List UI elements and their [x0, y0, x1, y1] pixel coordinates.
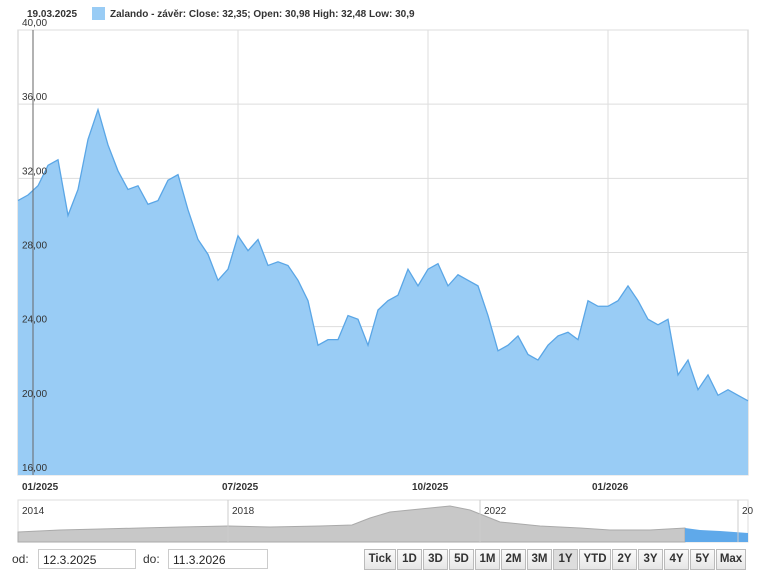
- range-button[interactable]: 3M: [527, 549, 552, 570]
- x-tick-label: 01/2026: [592, 482, 629, 493]
- navigator-selection[interactable]: [685, 528, 748, 542]
- x-tick-label: 10/2025: [412, 482, 449, 493]
- x-tick-label: 01/2025: [22, 482, 59, 493]
- y-tick-label: 36,00: [22, 92, 47, 103]
- range-button[interactable]: 1M: [475, 549, 500, 570]
- range-button[interactable]: 4Y: [664, 549, 689, 570]
- range-button[interactable]: 3Y: [638, 549, 663, 570]
- range-button[interactable]: 2M: [501, 549, 526, 570]
- navigator-history: [17, 505, 686, 543]
- range-button[interactable]: Tick: [364, 549, 396, 570]
- range-button[interactable]: 1D: [397, 549, 422, 570]
- range-button[interactable]: 5Y: [690, 549, 715, 570]
- from-label: od:: [12, 552, 29, 566]
- range-button[interactable]: YTD: [579, 549, 611, 570]
- y-tick-label: 16,00: [22, 463, 47, 474]
- range-button[interactable]: Max: [716, 549, 746, 570]
- x-tick-label: 07/2025: [222, 482, 259, 493]
- from-input[interactable]: 12.3.2025: [38, 549, 136, 569]
- navigator-label: 20: [742, 506, 754, 517]
- y-tick-label: 32,00: [22, 166, 47, 177]
- to-label: do:: [143, 552, 160, 566]
- range-button[interactable]: 5D: [449, 549, 474, 570]
- legend-swatch: [92, 7, 105, 20]
- y-tick-label: 28,00: [22, 241, 47, 252]
- range-button[interactable]: 2Y: [612, 549, 637, 570]
- hover-date: 19.03.2025: [27, 9, 77, 20]
- navigator-label: 2014: [22, 506, 45, 517]
- navigator-label: 2022: [484, 506, 507, 517]
- area: [18, 109, 748, 476]
- range-button[interactable]: 1Y: [553, 549, 578, 570]
- y-tick-label: 40,00: [22, 18, 47, 29]
- legend-label: Zalando - závěr: Close: 32,35; Open: 30,…: [110, 9, 415, 20]
- to-input[interactable]: 11.3.2026: [168, 549, 268, 569]
- range-button[interactable]: 3D: [423, 549, 448, 570]
- y-tick-label: 24,00: [22, 315, 47, 326]
- navigator-label: 2018: [232, 506, 255, 517]
- y-tick-label: 20,00: [22, 389, 47, 400]
- line: [17, 107, 749, 402]
